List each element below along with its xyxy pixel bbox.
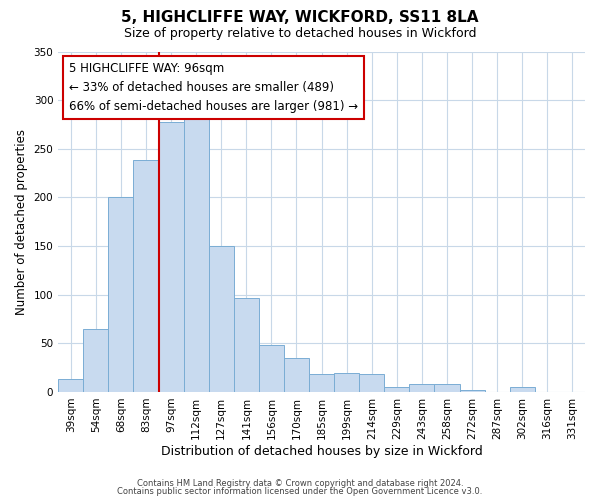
Bar bbox=[334, 372, 359, 392]
Bar bbox=[385, 387, 409, 392]
Text: Size of property relative to detached houses in Wickford: Size of property relative to detached ho… bbox=[124, 28, 476, 40]
Bar bbox=[83, 328, 109, 392]
Text: 5, HIGHCLIFFE WAY, WICKFORD, SS11 8LA: 5, HIGHCLIFFE WAY, WICKFORD, SS11 8LA bbox=[121, 10, 479, 25]
X-axis label: Distribution of detached houses by size in Wickford: Distribution of detached houses by size … bbox=[161, 444, 482, 458]
Text: Contains public sector information licensed under the Open Government Licence v3: Contains public sector information licen… bbox=[118, 487, 482, 496]
Bar bbox=[460, 390, 485, 392]
Bar bbox=[510, 387, 535, 392]
Bar bbox=[309, 374, 334, 392]
Bar bbox=[158, 122, 184, 392]
Text: 5 HIGHCLIFFE WAY: 96sqm
← 33% of detached houses are smaller (489)
66% of semi-d: 5 HIGHCLIFFE WAY: 96sqm ← 33% of detache… bbox=[69, 62, 358, 112]
Text: Contains HM Land Registry data © Crown copyright and database right 2024.: Contains HM Land Registry data © Crown c… bbox=[137, 478, 463, 488]
Bar bbox=[133, 160, 158, 392]
Bar bbox=[409, 384, 434, 392]
Bar bbox=[434, 384, 460, 392]
Bar bbox=[58, 380, 83, 392]
Bar bbox=[359, 374, 385, 392]
Bar bbox=[184, 110, 209, 392]
Bar bbox=[109, 198, 133, 392]
Bar bbox=[284, 358, 309, 392]
Bar bbox=[209, 246, 234, 392]
Bar bbox=[234, 298, 259, 392]
Y-axis label: Number of detached properties: Number of detached properties bbox=[15, 128, 28, 314]
Bar bbox=[259, 346, 284, 392]
